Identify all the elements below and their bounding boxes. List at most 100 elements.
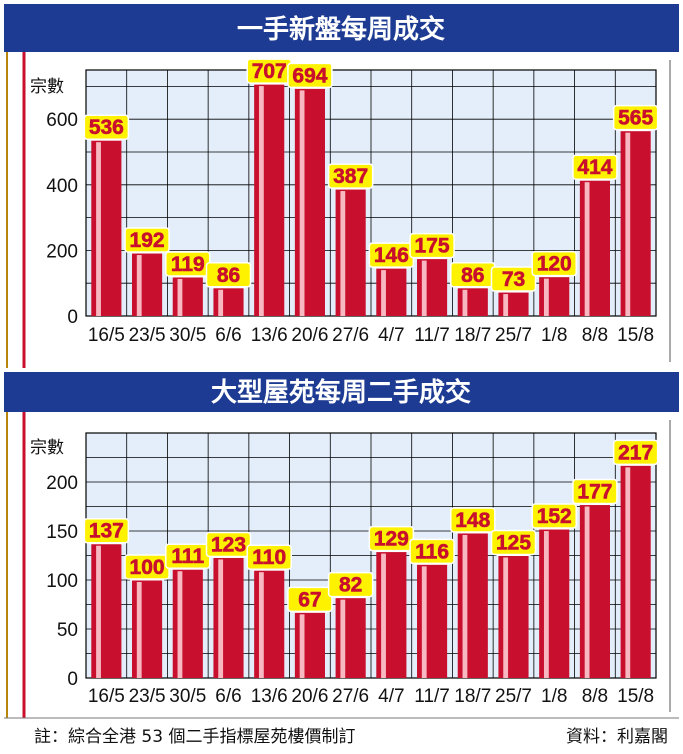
chart-2-xtick-label: 13/6	[251, 686, 288, 707]
chart-2-bar-group: 82	[327, 571, 374, 678]
chart-2-bar-group: 129	[368, 525, 415, 678]
chart-2-xtick-label: 11/7	[414, 686, 450, 707]
chart-1-data-label: 86	[461, 264, 484, 287]
chart-1-bar	[376, 268, 407, 316]
chart-1-data-label-bg	[490, 266, 537, 292]
chart-1-ytick-label: 400	[46, 176, 78, 197]
chart-1-bar	[539, 276, 570, 316]
chart-2-data-label-bg	[450, 507, 496, 533]
chart-2-data-label: 217	[618, 441, 653, 464]
chart-2-xtick-label: 18/7	[454, 686, 491, 707]
chart-2-bar-group: 100	[124, 554, 170, 678]
chart-2-bar-highlight	[381, 553, 386, 678]
chart-2-bar	[539, 529, 570, 678]
chart-2-data-label-bg	[409, 538, 455, 565]
chart-1-data-label-bg	[205, 262, 252, 288]
chart-2-bar-highlight	[96, 545, 101, 678]
chart-1-xtick-label: 18/7	[454, 325, 491, 346]
chart-1-bar-highlight	[299, 90, 305, 316]
chart-1-xtick-label: 16/5	[88, 325, 125, 346]
chart-1-data-label-bg	[409, 232, 455, 259]
chart-2-bar-highlight	[177, 571, 183, 678]
chart-2-data-label: 100	[130, 556, 165, 579]
chart-2-plot-border	[85, 432, 657, 679]
chart-1-data-label: 146	[374, 244, 409, 267]
chart-2-data-label: 177	[577, 481, 612, 504]
chart-1-banner	[4, 4, 679, 52]
chart-1-bar-highlight	[421, 260, 427, 316]
chart-1-bar-group: 192	[124, 227, 170, 316]
footer-note: 註：綜合全港 53 個二手指標屋苑樓價制訂	[34, 727, 355, 747]
chart-1-xtick-label: 13/6	[251, 325, 288, 346]
chart-1-bar	[254, 84, 285, 316]
chart-2-bar-highlight	[543, 531, 549, 678]
chart-1-bar-group: 536	[83, 114, 130, 316]
chart-1-bar-highlight	[136, 255, 142, 316]
chart-2-bar-group: 152	[531, 503, 577, 678]
chart-2-data-label-bg	[612, 439, 659, 466]
chart-2-bar-highlight	[218, 559, 224, 678]
chart-2-data-label-bg	[83, 517, 130, 544]
chart-1-bar-highlight	[340, 191, 346, 316]
chart-2-data-label: 125	[496, 532, 531, 555]
chart-1-bar-highlight	[96, 142, 101, 316]
chart-1-data-label: 86	[217, 264, 240, 287]
chart-1-data-label: 565	[618, 107, 653, 130]
chart-1-data-label: 73	[502, 268, 525, 291]
chart-1-ytick-label: 0	[67, 307, 78, 328]
chart-2-bar	[132, 580, 163, 678]
chart-1-bar-highlight	[177, 278, 183, 316]
chart-1-data-label-bg	[531, 250, 577, 277]
chart-2-xtick-label: 16/5	[88, 686, 125, 707]
chart-1-bar-highlight	[625, 132, 631, 316]
chart-1-bar-group: 86	[205, 262, 252, 316]
chart-1-bar-highlight	[218, 289, 224, 316]
chart-2-bar	[91, 543, 122, 678]
chart-1-bar-group: 387	[327, 163, 374, 316]
chart-1-bar-highlight	[543, 278, 549, 316]
chart-1-xtick-label: 1/8	[541, 325, 567, 346]
chart-2-bar-highlight	[462, 534, 468, 678]
chart-1-bar	[294, 88, 325, 316]
chart-2-bar-group: 111	[165, 543, 211, 678]
chart-1-xtick-label: 20/6	[291, 325, 328, 346]
chart-1-data-label: 119	[171, 253, 205, 276]
chart-1-bar	[457, 287, 488, 316]
chart-2-bar	[579, 504, 610, 678]
chart-2-bar-highlight	[584, 506, 590, 678]
chart-1-ylabel: 宗數	[30, 77, 64, 97]
chart-2-bar-highlight	[340, 599, 346, 678]
chart-1-bar-group: 694	[287, 62, 333, 316]
chart-1-xtick-label: 11/7	[414, 325, 450, 346]
chart-2-bar-group: 217	[612, 439, 659, 678]
chart-1-bar-group: 414	[572, 154, 618, 316]
chart-2-xtick-label: 25/7	[495, 686, 532, 707]
chart-1-data-label: 694	[292, 64, 327, 87]
chart-1-data-label-bg	[327, 163, 374, 189]
chart-1-bar	[579, 180, 610, 316]
chart-1-plot-border	[85, 69, 657, 317]
chart-2-bar-group: 177	[572, 478, 618, 678]
chart-1-data-label: 192	[130, 229, 165, 252]
chart-1-bar-highlight	[462, 289, 468, 316]
chart-1-data-label: 120	[537, 253, 572, 276]
chart-2-bar	[417, 564, 448, 678]
chart-2-bar-group: 137	[83, 517, 130, 678]
chart-2-bar	[294, 612, 325, 678]
chart-1-xtick-label: 23/5	[129, 325, 166, 346]
chart-1-bar-group: 565	[612, 104, 659, 316]
chart-2-data-label-bg	[327, 571, 374, 598]
chart-1-bar	[132, 253, 163, 316]
chart-1-bar-highlight	[381, 270, 386, 316]
chart-2-xtick-label: 15/8	[617, 686, 654, 707]
chart-2-xtick-label: 30/5	[169, 686, 206, 707]
chart-2-data-label: 111	[171, 545, 204, 568]
chart-2-data-label: 148	[455, 509, 490, 532]
chart-2-bar	[335, 597, 366, 678]
chart-2-bar	[620, 465, 651, 678]
chart-1-xtick-label: 8/8	[582, 325, 608, 346]
chart-1-bar-highlight	[258, 86, 264, 316]
chart-1-bar-highlight	[503, 294, 509, 316]
chart-2-data-label: 123	[211, 533, 246, 556]
chart-2-xtick-label: 4/7	[378, 686, 404, 707]
